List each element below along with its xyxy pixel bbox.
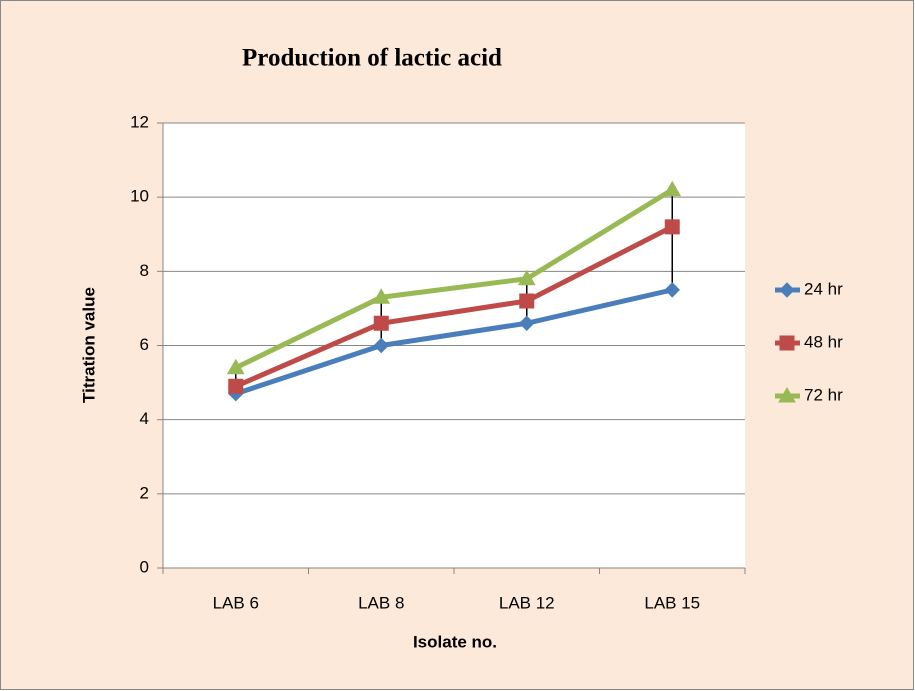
marker — [779, 282, 795, 298]
marker — [664, 282, 680, 298]
marker — [517, 269, 536, 286]
marker — [519, 315, 535, 331]
legend-label: 24 hr — [804, 279, 843, 298]
marker — [663, 180, 682, 197]
y-tick-label: 6 — [140, 335, 149, 354]
y-tick-label: 0 — [140, 557, 149, 576]
x-tick-label: LAB 12 — [499, 593, 555, 612]
y-tick-label: 4 — [140, 409, 149, 428]
chart-title: Production of lactic acid — [242, 45, 502, 72]
x-axis-label: Isolate no. — [413, 632, 497, 651]
y-tick-label: 2 — [140, 483, 149, 502]
y-tick-label: 12 — [130, 112, 149, 131]
marker — [664, 219, 680, 235]
x-tick-label: LAB 15 — [644, 593, 700, 612]
line — [234, 187, 674, 371]
y-tick-label: 8 — [140, 261, 149, 280]
legend-label: 48 hr — [804, 332, 843, 351]
marker — [778, 386, 796, 403]
y-axis-label: Titration value — [79, 287, 98, 403]
marker — [373, 337, 389, 354]
marker — [779, 335, 795, 351]
marker — [373, 315, 389, 331]
line — [234, 287, 673, 397]
marker — [519, 293, 535, 309]
y-tick-label: 10 — [130, 187, 149, 206]
x-tick-label: LAB 6 — [213, 593, 259, 612]
marker — [226, 358, 245, 375]
marker — [372, 288, 391, 304]
legend-label: 72 hr — [804, 385, 843, 404]
line — [234, 224, 674, 389]
marker — [228, 378, 244, 394]
x-tick-label: LAB 8 — [358, 593, 404, 612]
